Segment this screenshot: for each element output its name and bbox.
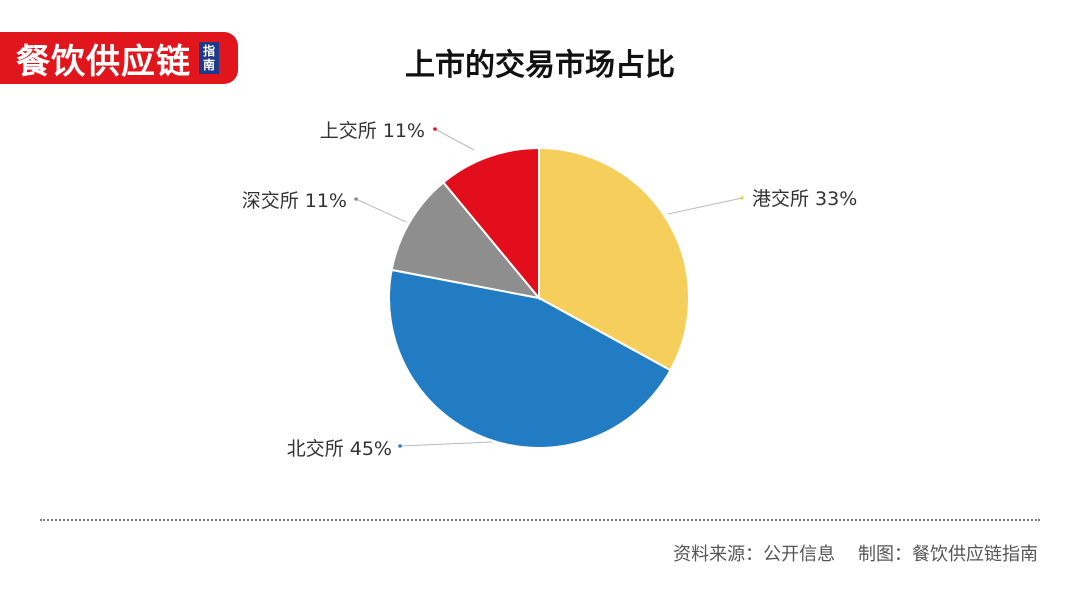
leader-line — [399, 441, 493, 447]
data-label: 深交所 11% — [242, 190, 347, 212]
chart-title: 上市的交易市场占比 — [405, 48, 675, 83]
leader-dot — [740, 196, 744, 200]
brand-logo: 餐饮供应链 指南 — [0, 32, 238, 84]
data-label: 港交所 33% — [752, 188, 857, 210]
leader-line — [667, 197, 743, 215]
leader-dot — [398, 444, 402, 448]
leader-line — [434, 128, 475, 151]
data-label: 北交所 45% — [287, 438, 392, 460]
source-note: 资料来源：公开信息 — [673, 544, 836, 565]
logo-badge: 指南 — [199, 42, 219, 74]
pie-slice-上交所 — [441, 146, 540, 301]
leader-dot — [433, 127, 437, 131]
footer: 资料来源：公开信息 制图：餐饮供应链指南 — [673, 540, 1038, 566]
leader-line — [355, 198, 407, 223]
pie-slice-港交所 — [538, 146, 690, 372]
divider — [40, 519, 1040, 521]
logo-text: 餐饮供应链 — [16, 41, 191, 82]
maker-note: 制图：餐饮供应链指南 — [858, 544, 1038, 565]
pie-slice-北交所 — [388, 268, 672, 449]
leader-dot — [354, 197, 358, 201]
data-label: 上交所 11% — [320, 120, 425, 142]
pie-slice-深交所 — [390, 181, 542, 300]
